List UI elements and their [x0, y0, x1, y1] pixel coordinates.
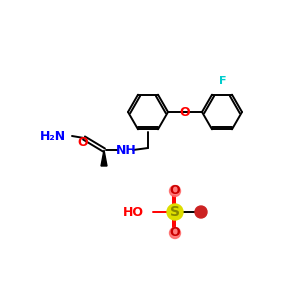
Text: O: O: [170, 226, 180, 239]
Text: NH: NH: [116, 143, 136, 157]
Text: HO: HO: [123, 206, 144, 218]
Text: H₂N: H₂N: [40, 130, 66, 142]
Text: O: O: [170, 184, 180, 197]
Circle shape: [167, 204, 183, 220]
Text: F: F: [219, 76, 227, 86]
Circle shape: [195, 206, 207, 218]
Circle shape: [169, 227, 181, 239]
Text: O: O: [180, 106, 190, 118]
Text: O: O: [77, 136, 88, 149]
Circle shape: [169, 185, 181, 197]
Polygon shape: [101, 150, 107, 166]
Text: S: S: [170, 205, 180, 219]
